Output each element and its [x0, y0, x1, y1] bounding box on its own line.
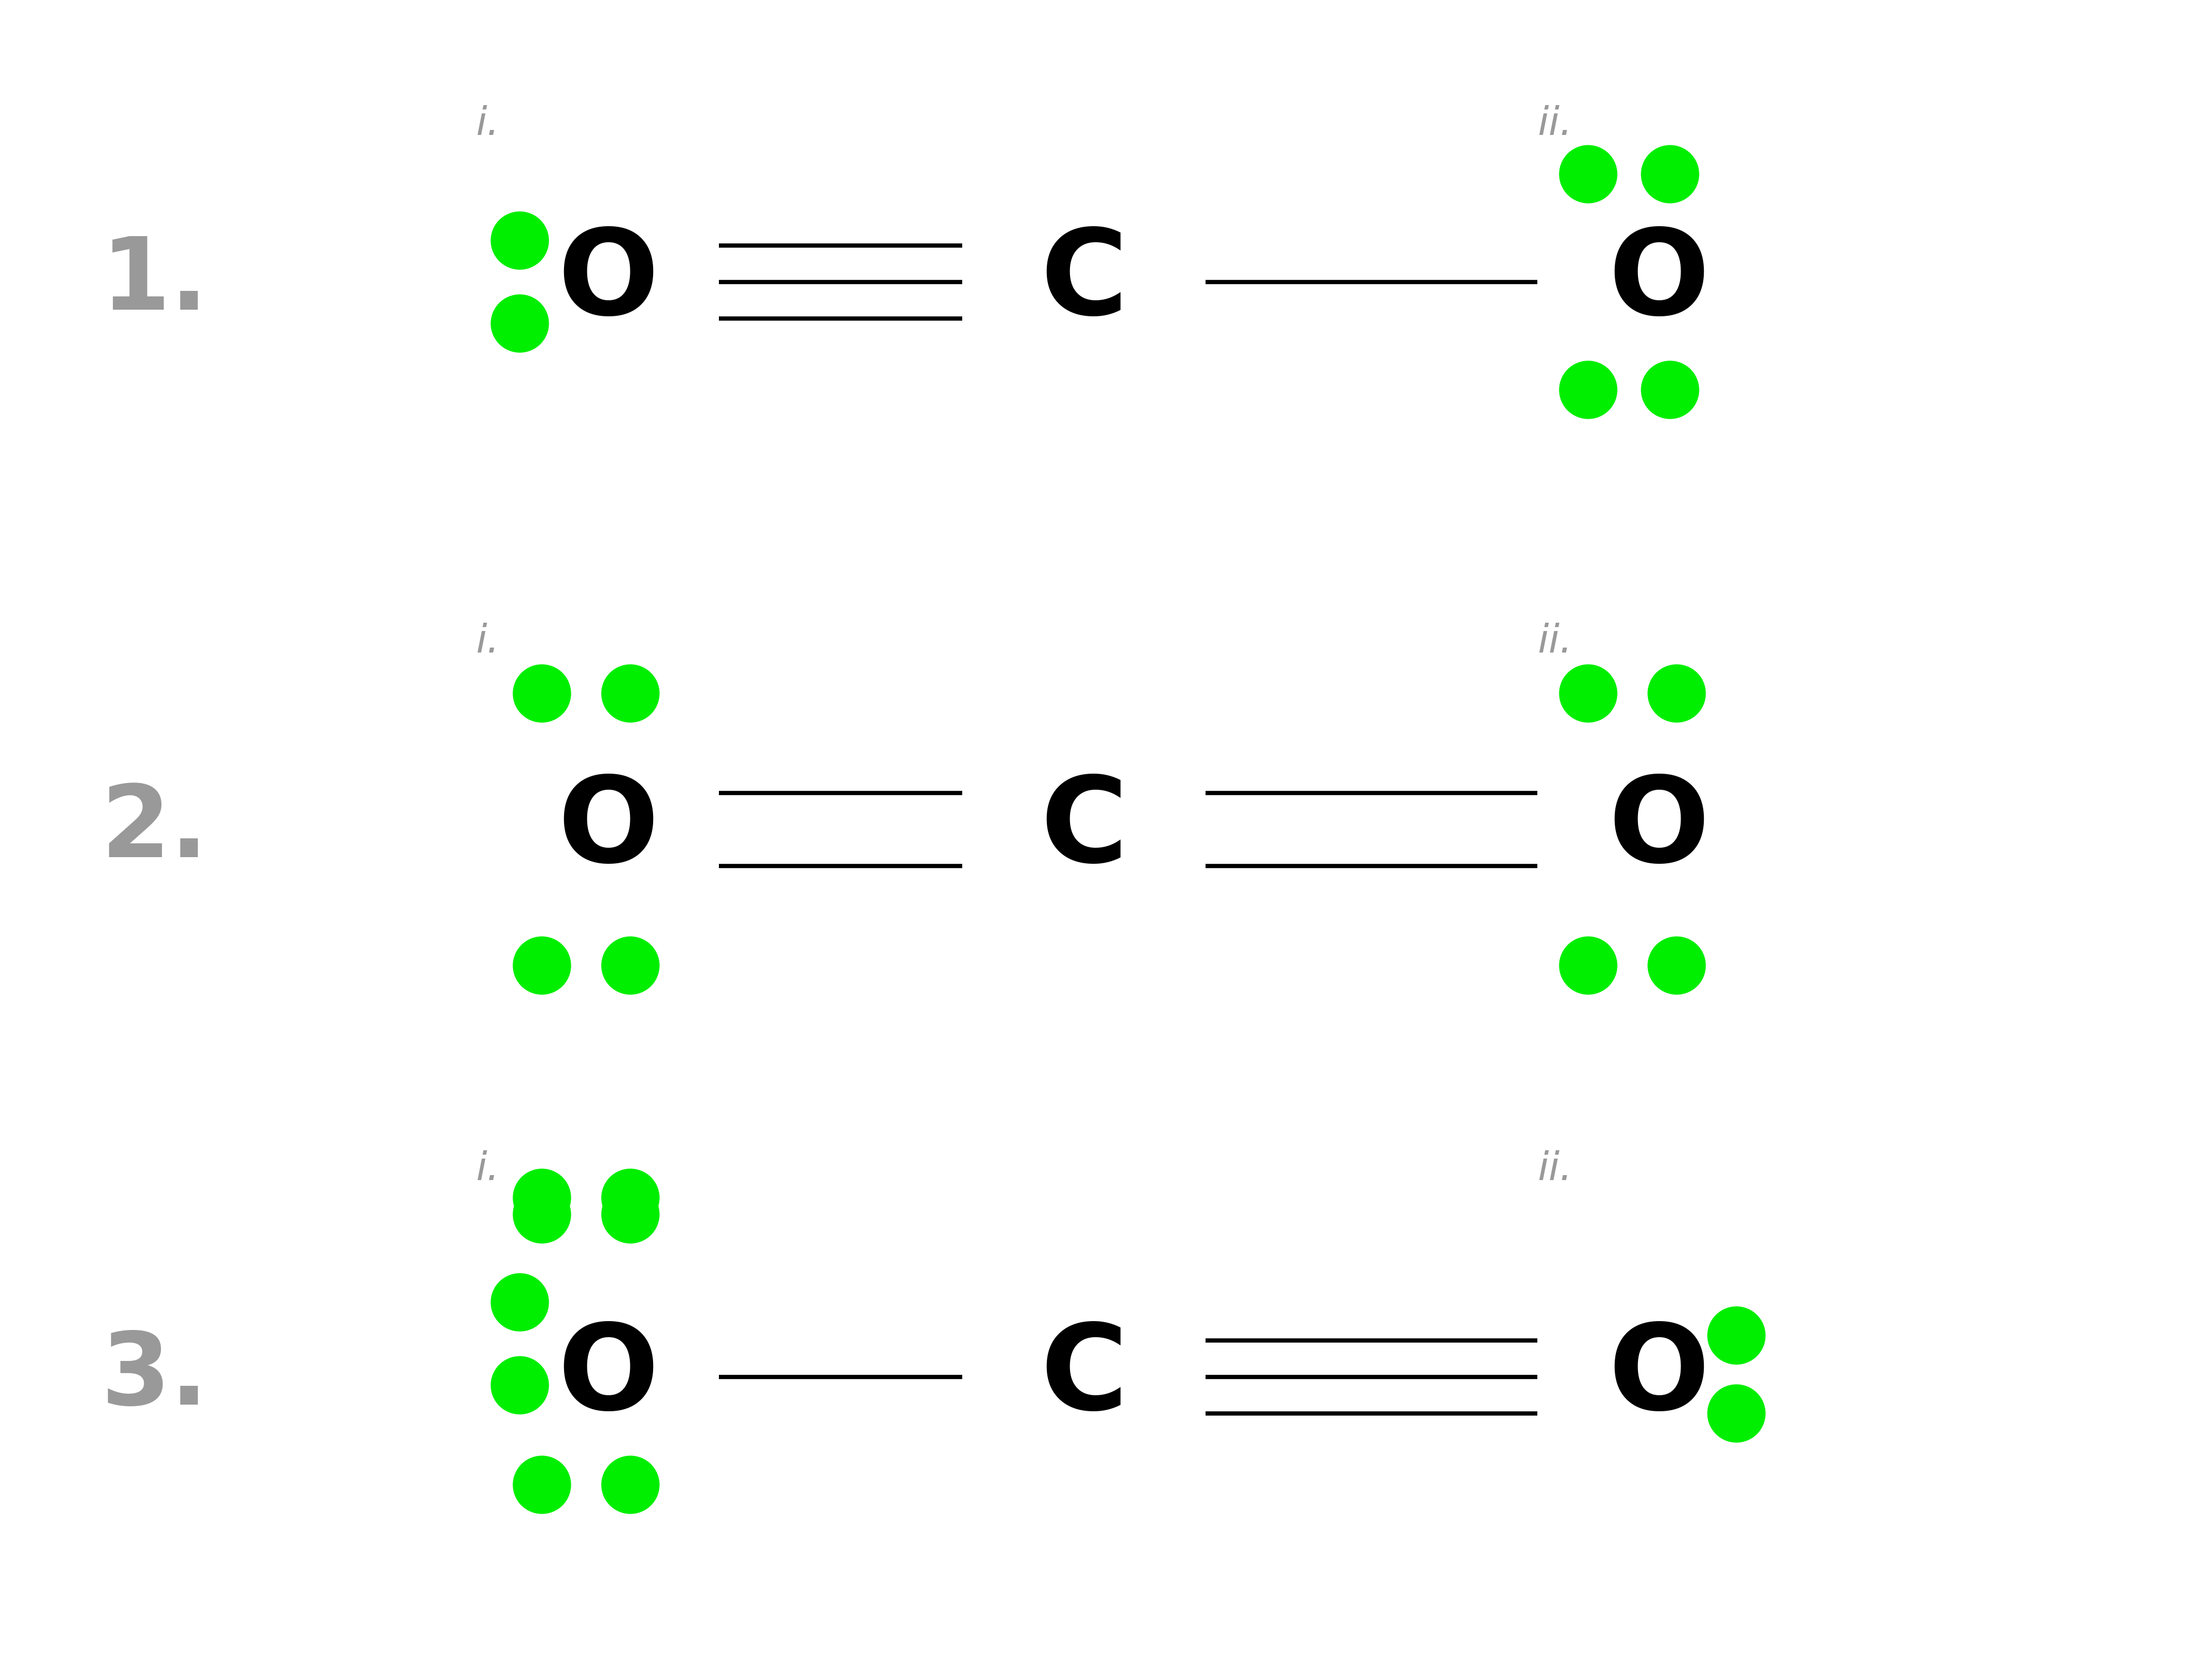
Ellipse shape: [513, 665, 571, 722]
Ellipse shape: [1559, 937, 1617, 994]
Ellipse shape: [1641, 362, 1699, 418]
Ellipse shape: [602, 937, 659, 994]
Text: C: C: [1040, 771, 1128, 888]
Text: i.: i.: [476, 1151, 500, 1188]
Ellipse shape: [1559, 665, 1617, 722]
Text: ii.: ii.: [1537, 106, 1573, 144]
Text: O: O: [1608, 1319, 1710, 1435]
Text: O: O: [1608, 771, 1710, 888]
Text: C: C: [1040, 1319, 1128, 1435]
Text: i.: i.: [476, 106, 500, 144]
Ellipse shape: [1559, 362, 1617, 418]
Text: O: O: [557, 224, 659, 340]
Text: C: C: [1040, 224, 1128, 340]
Text: O: O: [557, 771, 659, 888]
Ellipse shape: [491, 295, 549, 352]
Text: 1.: 1.: [102, 234, 208, 330]
Text: O: O: [1608, 224, 1710, 340]
Text: 2.: 2.: [102, 781, 208, 878]
Ellipse shape: [1559, 146, 1617, 202]
Text: O: O: [557, 1319, 659, 1435]
Ellipse shape: [602, 1170, 659, 1226]
Ellipse shape: [513, 1170, 571, 1226]
Ellipse shape: [1641, 146, 1699, 202]
Ellipse shape: [491, 1357, 549, 1413]
Ellipse shape: [1648, 665, 1705, 722]
Text: ii.: ii.: [1537, 624, 1573, 660]
Ellipse shape: [491, 1274, 549, 1331]
Ellipse shape: [513, 937, 571, 994]
Text: ii.: ii.: [1537, 1151, 1573, 1188]
Ellipse shape: [513, 1186, 571, 1243]
Ellipse shape: [602, 1186, 659, 1243]
Ellipse shape: [602, 1457, 659, 1513]
Ellipse shape: [491, 212, 549, 269]
Ellipse shape: [513, 1457, 571, 1513]
Ellipse shape: [1648, 937, 1705, 994]
Ellipse shape: [602, 665, 659, 722]
Text: i.: i.: [476, 624, 500, 660]
Ellipse shape: [1708, 1307, 1765, 1364]
Ellipse shape: [1708, 1385, 1765, 1442]
Text: 3.: 3.: [102, 1329, 208, 1425]
